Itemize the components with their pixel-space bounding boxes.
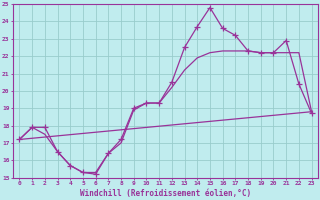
X-axis label: Windchill (Refroidissement éolien,°C): Windchill (Refroidissement éolien,°C) [80, 189, 251, 198]
